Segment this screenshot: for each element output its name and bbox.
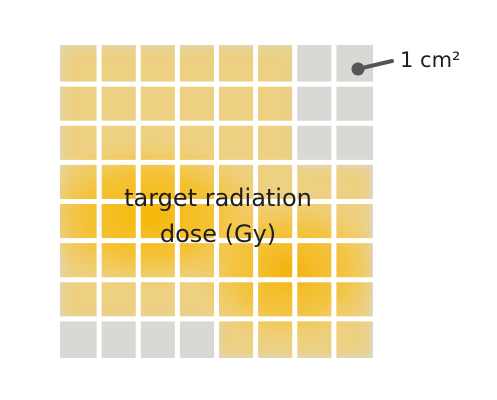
grid-cell [295,123,334,162]
unit-size-label: 1 cm² [400,45,460,75]
grid-cell [295,45,334,84]
grid-cell [334,123,373,162]
grid-cell [99,319,138,358]
callout-dot [352,63,365,76]
dose-label-line1: target radiation [98,180,338,216]
grid-cell [295,84,334,123]
grid-cell [60,319,99,358]
dose-label: target radiation dose (Gy) [98,180,338,252]
grid-cell [334,84,373,123]
grid-cell [138,319,177,358]
grid-cell [177,319,216,358]
dose-label-line2: dose (Gy) [98,216,338,252]
